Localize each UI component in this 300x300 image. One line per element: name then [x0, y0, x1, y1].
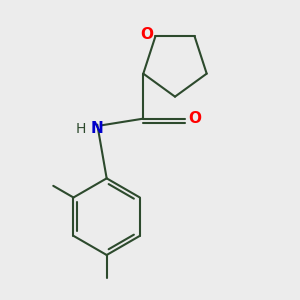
Text: N: N [91, 121, 104, 136]
Text: H: H [76, 122, 86, 136]
Text: O: O [188, 111, 202, 126]
Text: O: O [141, 27, 154, 42]
